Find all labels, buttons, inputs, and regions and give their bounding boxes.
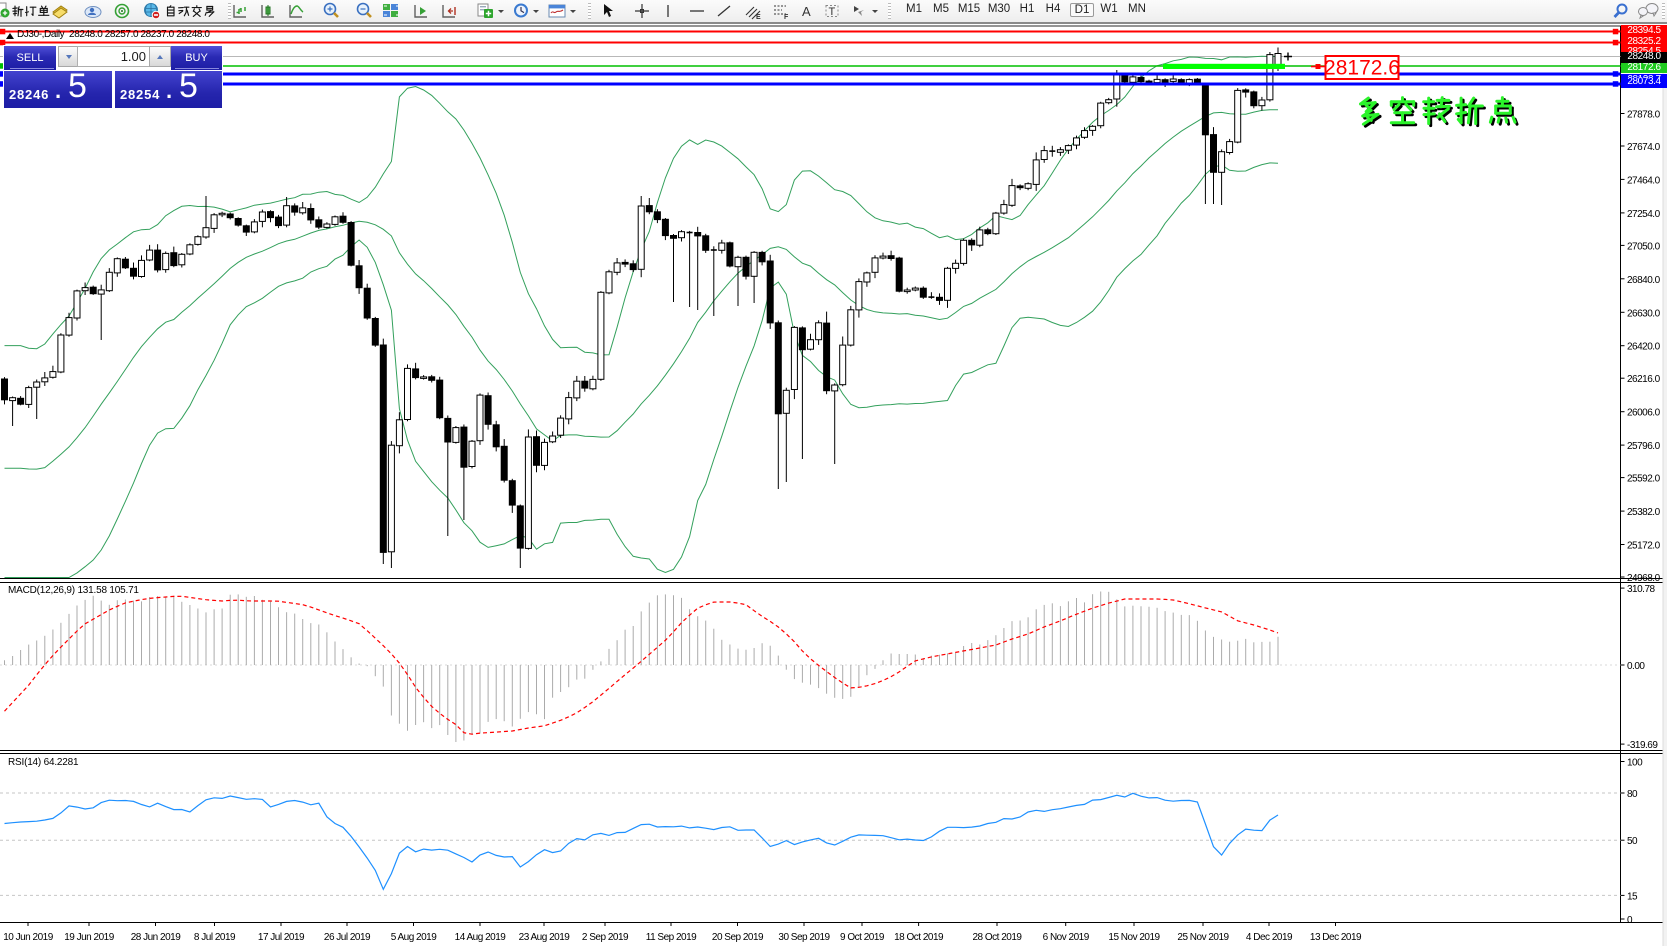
svg-text:-319.69: -319.69 <box>1627 740 1658 751</box>
svg-text:15: 15 <box>1627 891 1638 902</box>
svg-text:26840.0: 26840.0 <box>1627 275 1661 286</box>
svg-text:2 Sep 2019: 2 Sep 2019 <box>582 932 629 943</box>
svg-text:26006.0: 26006.0 <box>1627 408 1661 419</box>
svg-text:5 Aug 2019: 5 Aug 2019 <box>391 932 438 943</box>
svg-text:80: 80 <box>1627 789 1638 800</box>
svg-text:25382.0: 25382.0 <box>1627 507 1661 518</box>
svg-text:25172.0: 25172.0 <box>1627 541 1661 552</box>
svg-text:13 Dec 2019: 13 Dec 2019 <box>1310 932 1362 943</box>
svg-text:25592.0: 25592.0 <box>1627 474 1661 485</box>
svg-text:17 Jul 2019: 17 Jul 2019 <box>258 932 305 943</box>
svg-text:26630.0: 26630.0 <box>1627 308 1661 319</box>
svg-text:15 Nov 2019: 15 Nov 2019 <box>1108 932 1160 943</box>
svg-text:28 Oct 2019: 28 Oct 2019 <box>973 932 1023 943</box>
svg-text:27254.0: 27254.0 <box>1627 209 1661 220</box>
svg-text:26216.0: 26216.0 <box>1627 374 1661 385</box>
svg-text:20 Sep 2019: 20 Sep 2019 <box>712 932 764 943</box>
svg-text:30 Sep 2019: 30 Sep 2019 <box>778 932 830 943</box>
svg-text:27878.0: 27878.0 <box>1627 110 1661 121</box>
svg-text:0.00: 0.00 <box>1627 661 1645 672</box>
svg-text:27050.0: 27050.0 <box>1627 241 1661 252</box>
svg-text:26420.0: 26420.0 <box>1627 342 1661 353</box>
svg-text:25 Nov 2019: 25 Nov 2019 <box>1177 932 1229 943</box>
svg-text:28172.6: 28172.6 <box>1324 57 1400 80</box>
svg-text:E: E <box>756 14 761 20</box>
svg-text:4 Dec 2019: 4 Dec 2019 <box>1246 932 1293 943</box>
svg-text:9 Oct 2019: 9 Oct 2019 <box>840 932 885 943</box>
svg-text:24968.0: 24968.0 <box>1627 573 1661 584</box>
svg-text:50: 50 <box>1627 836 1638 847</box>
svg-text:19 Jun 2019: 19 Jun 2019 <box>64 932 114 943</box>
svg-text:11 Sep 2019: 11 Sep 2019 <box>646 932 697 943</box>
svg-text:18 Oct 2019: 18 Oct 2019 <box>894 932 944 943</box>
svg-text:8 Jul 2019: 8 Jul 2019 <box>194 932 236 943</box>
svg-text:T: T <box>829 6 836 18</box>
svg-text:A: A <box>802 4 811 19</box>
svg-text:6 Nov 2019: 6 Nov 2019 <box>1043 932 1090 943</box>
svg-text:F: F <box>784 14 789 20</box>
svg-text:100: 100 <box>1627 758 1643 769</box>
svg-text:0: 0 <box>1627 915 1633 926</box>
svg-text:310.78: 310.78 <box>1627 584 1656 595</box>
svg-text:28 Jun 2019: 28 Jun 2019 <box>131 932 181 943</box>
svg-text:26 Jul 2019: 26 Jul 2019 <box>324 932 371 943</box>
svg-text:27464.0: 27464.0 <box>1627 175 1661 186</box>
svg-text:10 Jun 2019: 10 Jun 2019 <box>3 932 53 943</box>
svg-text:27674.0: 27674.0 <box>1627 142 1661 153</box>
svg-text:25796.0: 25796.0 <box>1627 441 1661 452</box>
svg-text:14 Aug 2019: 14 Aug 2019 <box>455 932 507 943</box>
svg-text:23 Aug 2019: 23 Aug 2019 <box>519 932 571 943</box>
